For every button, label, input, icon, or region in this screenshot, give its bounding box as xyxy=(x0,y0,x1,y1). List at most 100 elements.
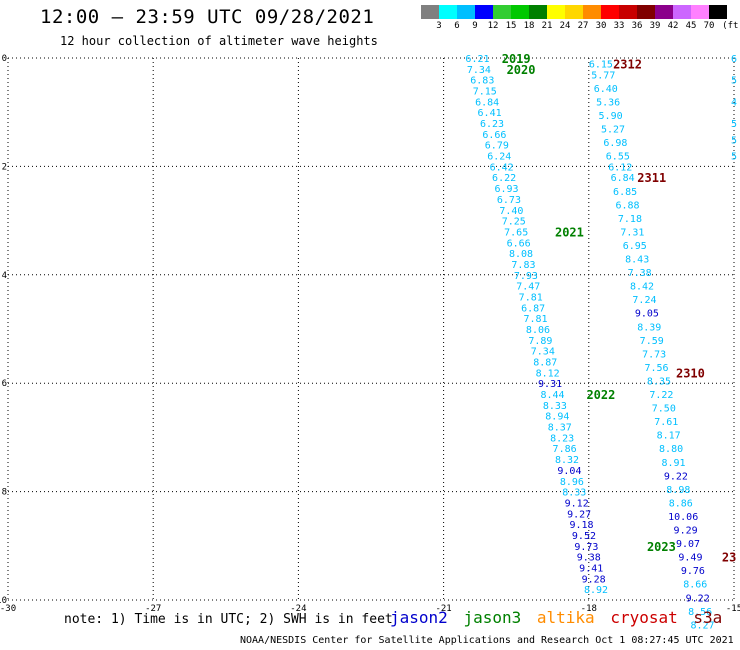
wave-height-point: 8.12 xyxy=(536,368,560,379)
note-text: note: 1) Time is in UTC; 2) SWH is in fe… xyxy=(64,612,393,627)
x-tick-label: -27 xyxy=(145,604,161,614)
x-tick-label: -15 xyxy=(726,604,740,614)
wave-height-point: 6.21 xyxy=(465,54,489,65)
y-tick-label: -2 xyxy=(0,162,7,172)
wave-height-point: 6.83 xyxy=(470,76,494,87)
wave-height-point: 9.05 xyxy=(635,309,659,320)
time-label: 2023 xyxy=(647,540,676,554)
wave-height-point: 8.44 xyxy=(540,390,564,401)
color-scale-label: 39 xyxy=(649,21,661,31)
wave-height-point: 8.33 xyxy=(543,401,567,412)
wave-height-point: 5 xyxy=(731,135,737,146)
wave-height-point: 6.66 xyxy=(482,130,506,141)
wave-height-point: 8.27 xyxy=(690,620,714,631)
color-swatch xyxy=(547,5,565,19)
wave-height-point: 8.91 xyxy=(661,458,685,469)
color-scale-label: 36 xyxy=(631,21,643,31)
footer-credit: NOAA/NESDIS Center for Satellite Applica… xyxy=(240,635,734,646)
wave-height-point: 6.23 xyxy=(480,119,504,130)
wave-height-point: 7.81 xyxy=(524,314,548,325)
y-tick-label: -6 xyxy=(0,379,7,389)
color-swatch xyxy=(655,5,673,19)
color-swatch xyxy=(457,5,475,19)
wave-height-point: 9.38 xyxy=(577,553,601,564)
legend-cryosat: cryosat xyxy=(610,608,678,627)
wave-height-point: 6.93 xyxy=(494,184,518,195)
wave-height-point: 7.25 xyxy=(502,217,526,228)
color-swatch xyxy=(565,5,583,19)
wave-height-point: 9.49 xyxy=(678,553,702,564)
wave-height-point: 5.77 xyxy=(591,70,615,81)
wave-height-point: 9.22 xyxy=(686,593,710,604)
wave-height-point: 9.22 xyxy=(664,471,688,482)
wave-height-point: 9.31 xyxy=(538,379,562,390)
wave-height-point: 8.08 xyxy=(509,249,533,260)
wave-height-point: 8.39 xyxy=(637,322,661,333)
color-scale-label: 21 xyxy=(541,21,553,31)
color-scale-label: 30 xyxy=(595,21,607,31)
wave-height-point: 7.93 xyxy=(514,271,538,282)
wave-height-point: 6.95 xyxy=(623,241,647,252)
x-tick-label: -24 xyxy=(290,604,306,614)
wave-height-point: 7.24 xyxy=(632,295,656,306)
wave-height-point: 9.73 xyxy=(574,542,598,553)
wave-height-point: 9.29 xyxy=(674,526,698,537)
wave-height-point: 6.98 xyxy=(603,138,627,149)
color-scale-label: 9 xyxy=(472,21,478,31)
wave-height-point: 7.34 xyxy=(467,65,491,76)
color-swatch xyxy=(601,5,619,19)
color-swatch xyxy=(709,5,727,19)
wave-height-point: 7.15 xyxy=(473,87,497,98)
time-label: 2311 xyxy=(637,171,666,185)
time-label: 2022 xyxy=(586,388,615,402)
time-label: 2019 xyxy=(502,52,531,66)
time-label: 2312 xyxy=(613,57,642,71)
wave-height-values: 6.217.346.837.156.846.416.236.666.796.24… xyxy=(465,54,737,631)
wave-height-point: 7.22 xyxy=(649,390,673,401)
time-label: 2021 xyxy=(555,225,584,239)
y-tick-label: -8 xyxy=(0,488,7,498)
color-scale-label: 12 xyxy=(487,21,499,31)
wave-height-point: 10.06 xyxy=(668,512,698,523)
wave-height-point: 6.85 xyxy=(613,187,637,198)
wave-height-point: 8.17 xyxy=(657,431,681,442)
color-swatch xyxy=(583,5,601,19)
legend-altika: altika xyxy=(536,608,595,627)
wave-height-point: 7.31 xyxy=(620,227,644,238)
wave-height-point: 8.66 xyxy=(683,580,707,591)
wave-height-point: 9.28 xyxy=(582,574,606,585)
wave-height-point: 9.76 xyxy=(681,566,705,577)
color-swatch xyxy=(511,5,529,19)
wave-height-point: 8.87 xyxy=(533,358,557,369)
wave-height-point: 6.66 xyxy=(507,238,531,249)
chart-title: 12:00 – 23:59 UTC 09/28/2021 xyxy=(40,6,375,28)
wave-height-point: 5 xyxy=(731,76,737,87)
color-swatch xyxy=(493,5,511,19)
color-scale-unit: (ft) xyxy=(722,21,740,31)
wave-height-point: 6.79 xyxy=(485,141,509,152)
color-scale-label: 42 xyxy=(667,21,679,31)
wave-height-point: 6.73 xyxy=(497,195,521,206)
wave-height-point: 9.12 xyxy=(565,498,589,509)
color-scale-label: 45 xyxy=(685,21,697,31)
wave-height-point: 8.94 xyxy=(545,412,569,423)
wave-height-point: 9.27 xyxy=(567,509,591,520)
wave-height-point: 6.42 xyxy=(490,162,514,173)
color-swatch xyxy=(439,5,457,19)
wave-height-point: 7.89 xyxy=(528,336,552,347)
x-tick-label: -21 xyxy=(435,604,451,614)
y-tick-label: -4 xyxy=(0,271,7,281)
color-swatch xyxy=(619,5,637,19)
wave-height-point: 6.84 xyxy=(611,173,635,184)
color-scale-label: 15 xyxy=(505,21,517,31)
wave-height-point: 8.32 xyxy=(555,455,579,466)
legend-s3a: s3a xyxy=(693,608,723,627)
wave-height-point: 7.18 xyxy=(618,214,642,225)
wave-height-point: 8.86 xyxy=(669,498,693,509)
wave-height-point: 8.56 xyxy=(688,607,712,618)
color-swatch xyxy=(691,5,709,19)
wave-height-point: 6 xyxy=(731,54,737,65)
color-scale-label: 3 xyxy=(436,21,442,31)
